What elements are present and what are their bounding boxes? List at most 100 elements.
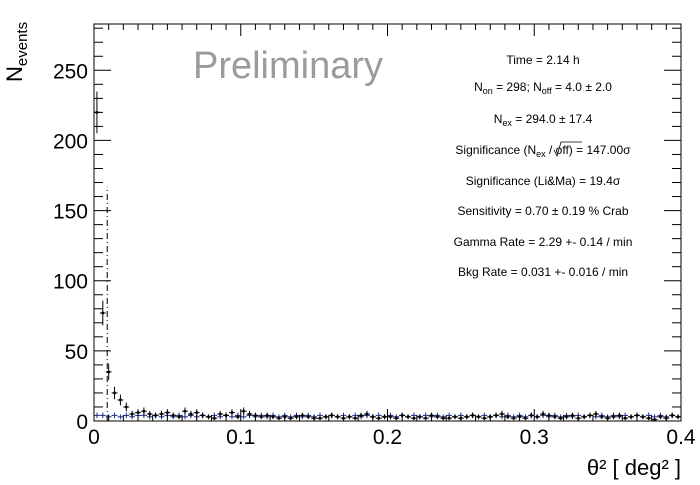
watermark-preliminary: Preliminary (193, 45, 383, 87)
y-tick-label: 50 (65, 341, 88, 364)
on-bin (275, 416, 282, 421)
on-bin (322, 414, 329, 420)
off-bin (117, 414, 124, 420)
on-bin (187, 410, 194, 418)
stat-non-noff: Non = 298; Noff = 4.0 ± 2.0 (474, 80, 612, 96)
y-axis-title: Nevents (2, 22, 31, 82)
on-bin (346, 414, 353, 420)
on-bin (234, 414, 241, 420)
on-bin (639, 414, 646, 420)
on-bin (352, 416, 359, 421)
on-series (94, 91, 681, 421)
on-bin (334, 414, 341, 420)
x-tick-label: 0.1 (226, 426, 255, 449)
y-tick-label: 0 (76, 411, 88, 434)
off-bin (123, 412, 130, 419)
on-bin (645, 416, 652, 421)
on-bin (446, 416, 453, 421)
on-bin (410, 416, 417, 421)
on-bin (592, 410, 599, 418)
on-bin (651, 418, 658, 421)
on-bin (246, 410, 253, 418)
y-axis-ticks: 0 50 100 150 200 250 (53, 27, 681, 434)
on-bin (522, 416, 529, 421)
on-bin (305, 414, 312, 420)
on-bin (158, 410, 165, 418)
on-bin (557, 416, 564, 421)
y-tick-label: 250 (53, 60, 88, 83)
svg-text:Nevents: Nevents (2, 22, 31, 82)
on-bin (387, 414, 394, 420)
on-bin (481, 416, 488, 421)
on-bin (540, 410, 546, 418)
on-bin (657, 414, 664, 420)
stat-significance-lima: Significance (Li&Ma) = 19.4σ (466, 174, 621, 188)
stat-gamma-rate: Gamma Rate = 2.29 +- 0.14 / min (454, 235, 633, 249)
off-bin (182, 414, 188, 420)
on-bin (434, 414, 441, 420)
on-bin (217, 410, 224, 418)
on-bin (299, 412, 306, 419)
on-bin (229, 409, 235, 417)
on-bin (551, 414, 558, 420)
y-axis-title-sub: events (14, 22, 31, 66)
on-bin (358, 412, 365, 419)
on-bin (99, 300, 106, 326)
off-bin (99, 412, 106, 419)
on-bin (675, 414, 681, 420)
on-bin (240, 407, 247, 415)
on-bin (111, 386, 118, 400)
on-bin (598, 414, 605, 420)
x-tick-label: 0.3 (520, 426, 549, 449)
on-bin (375, 416, 382, 421)
x-axis-title: θ² [ deg² ] (587, 455, 681, 480)
on-bin (264, 412, 271, 419)
x-tick-label: 0.4 (666, 426, 696, 449)
on-bin (164, 409, 171, 417)
on-bin (563, 414, 570, 420)
x-axis-ticks: 0 0.1 0.2 0.3 0.4 (88, 24, 696, 449)
x-tick-label: 0.2 (373, 426, 402, 449)
y-tick-label: 150 (53, 201, 88, 224)
off-bin (94, 412, 100, 419)
sqrt-symbol (553, 141, 582, 158)
on-bin (293, 414, 300, 420)
on-bin (381, 414, 388, 420)
off-bin (240, 414, 247, 420)
on-bin (135, 409, 141, 417)
on-bin (364, 410, 370, 418)
on-bin (587, 412, 593, 419)
on-bin (170, 412, 177, 419)
on-bin (628, 414, 635, 420)
y-tick-label: 200 (53, 130, 88, 153)
on-bin (422, 416, 429, 421)
on-bin (258, 414, 265, 420)
y-tick-label: 100 (53, 271, 88, 294)
on-bin (193, 409, 200, 417)
stat-significance-simple: Significance (Nex / off) = 147.00σ (455, 143, 631, 159)
on-bin (129, 410, 136, 418)
on-bin (510, 416, 517, 421)
on-bin (469, 412, 476, 419)
on-bin (504, 414, 511, 420)
on-bin (610, 414, 617, 420)
off-bin (111, 412, 118, 419)
stat-time: Time = 2.14 h (506, 53, 579, 67)
on-bin (463, 414, 470, 420)
on-bin (182, 407, 188, 415)
on-bin (152, 412, 159, 419)
on-bin (452, 414, 458, 420)
on-bin (140, 407, 147, 415)
stats-box: Time = 2.14 h Non = 298; Noff = 4.0 ± 2.… (454, 53, 633, 279)
on-bin (211, 416, 218, 421)
on-bin (123, 402, 130, 412)
on-bin (146, 410, 153, 418)
stat-sensitivity: Sensitivity = 0.70 ± 0.19 % Crab (457, 204, 628, 218)
on-bin (176, 414, 183, 420)
on-bin (581, 414, 588, 420)
on-bin (205, 414, 212, 420)
stat-bkg-rate: Bkg Rate = 0.031 +- 0.016 / min (458, 265, 628, 279)
on-bin (475, 414, 482, 420)
y-axis-title-main: N (2, 66, 27, 82)
on-bin (669, 412, 676, 419)
